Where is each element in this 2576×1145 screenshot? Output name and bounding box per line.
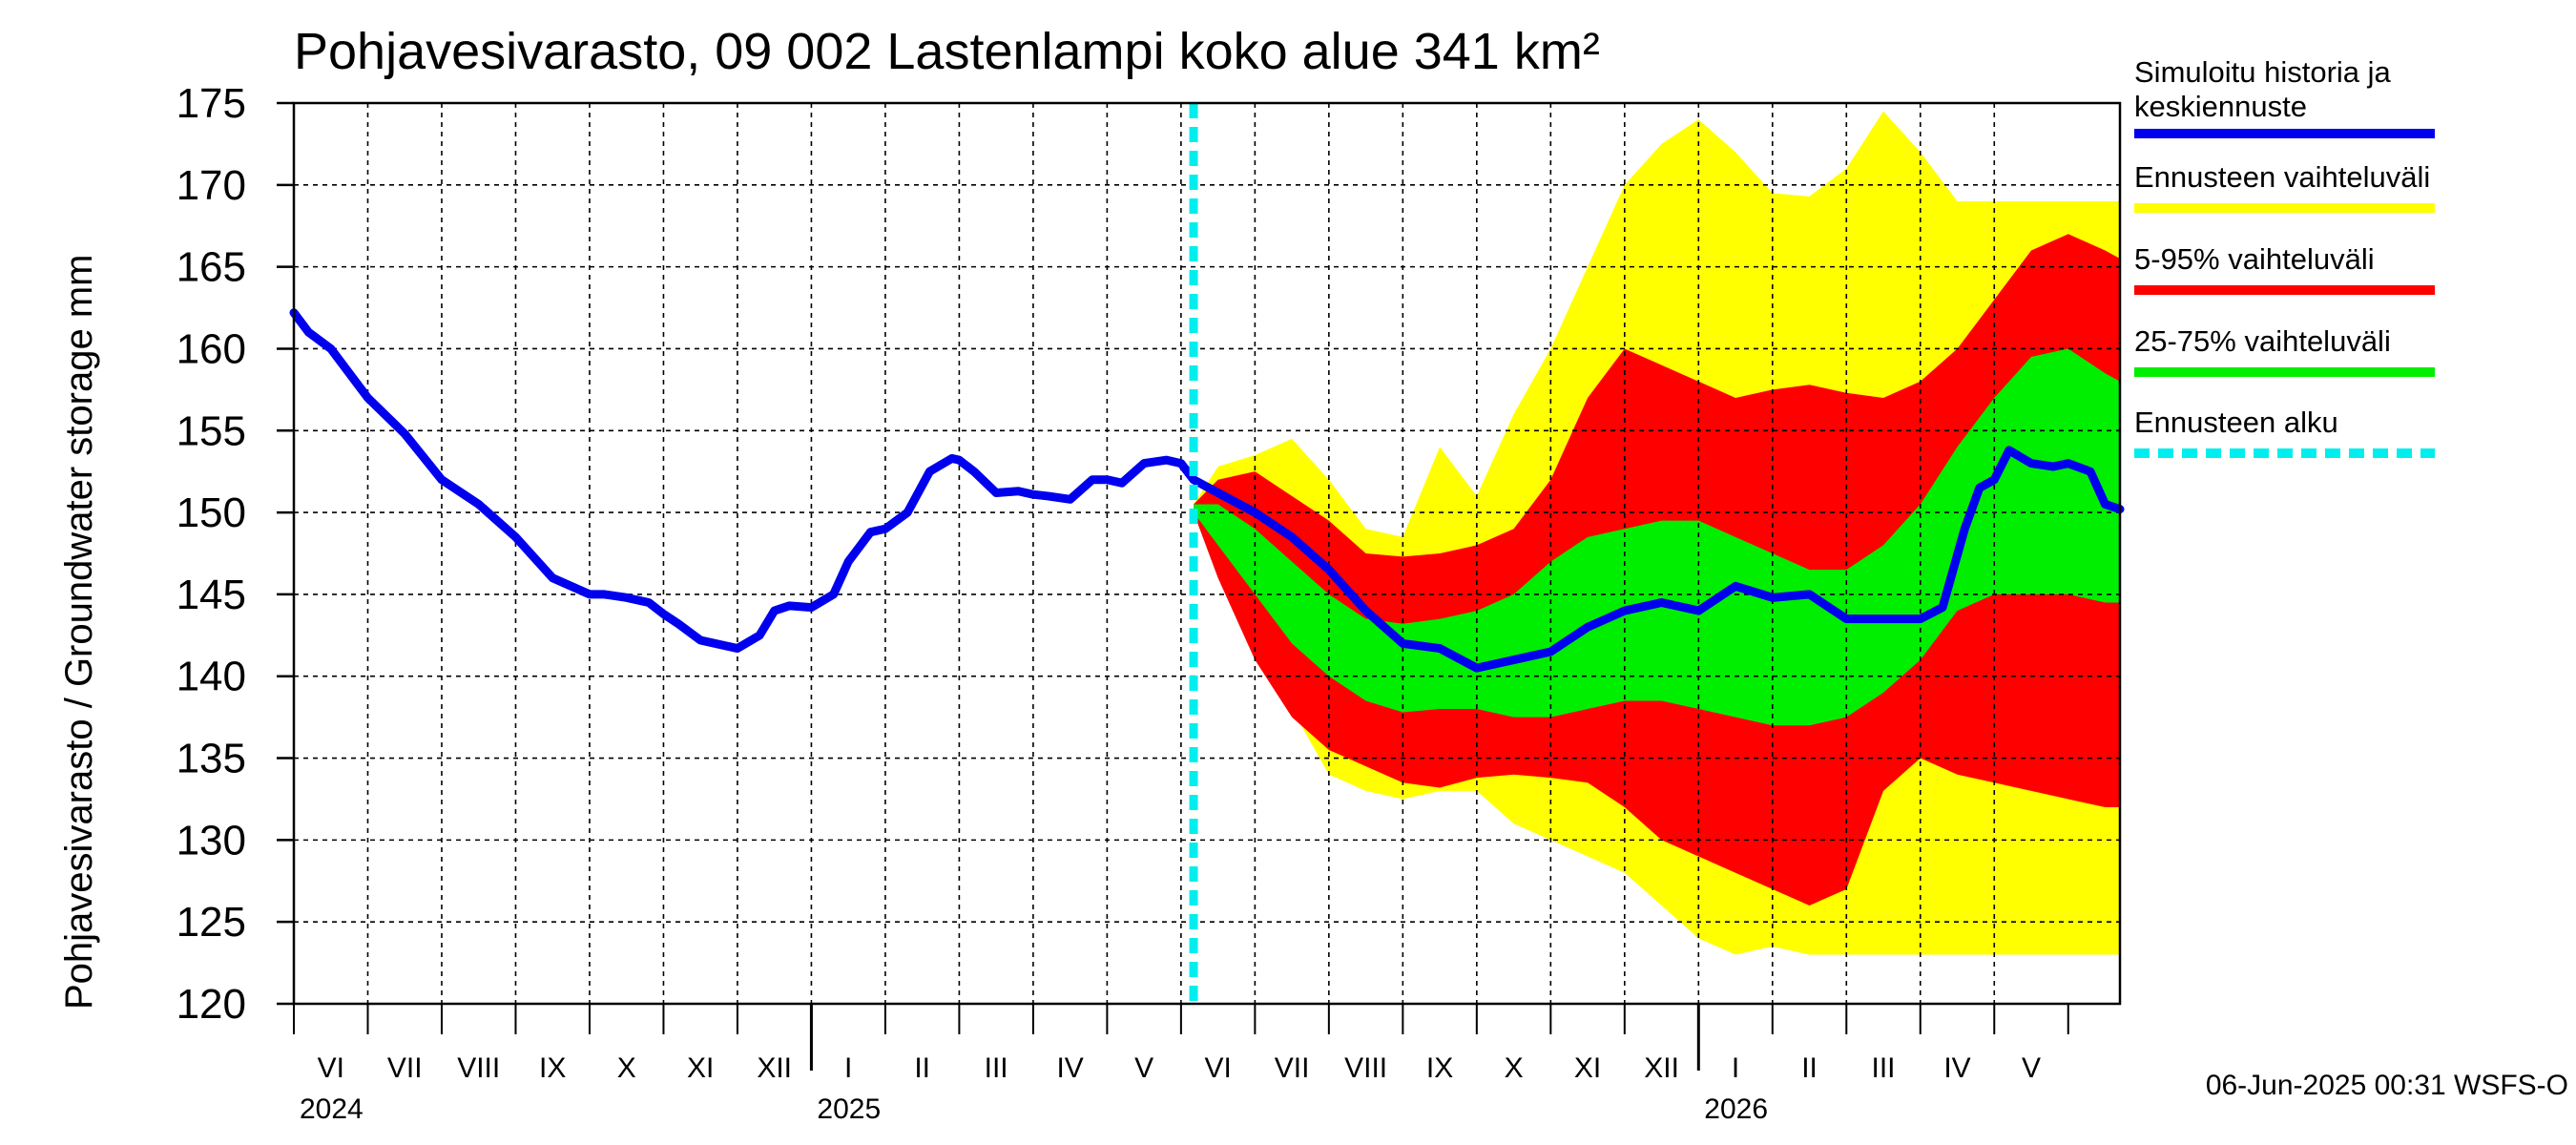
- y-tick-label: 140: [177, 654, 246, 700]
- y-axis: 120 125 130 135 140 145 150 155 160 165 170 175: [177, 80, 294, 1028]
- month-label: III: [985, 1052, 1008, 1084]
- grid-lines: [294, 103, 2120, 1004]
- median-line-group: [289, 308, 2125, 673]
- forecast-bands: [1194, 111, 2120, 955]
- month-label: VI: [1204, 1052, 1231, 1084]
- chart-title: Pohjavesivarasto, 09 002 Lastenlampi kok…: [294, 23, 1600, 80]
- y-tick-label: 165: [177, 244, 246, 291]
- legend-label: Ennusteen vaihteluväli: [2134, 160, 2430, 194]
- y-tick-label: 145: [177, 572, 246, 618]
- month-label: I: [844, 1052, 852, 1084]
- month-label: II: [1801, 1052, 1818, 1084]
- y-tick-label: 150: [177, 489, 246, 536]
- month-label: IX: [1426, 1052, 1453, 1084]
- legend-label: Ennusteen alku: [2134, 406, 2338, 439]
- month-label: X: [617, 1052, 636, 1084]
- year-label: 2025: [817, 1093, 881, 1125]
- month-label: II: [914, 1052, 930, 1084]
- month-label: XII: [757, 1052, 792, 1084]
- year-label: 2026: [1704, 1093, 1768, 1125]
- month-label: VIII: [457, 1052, 500, 1084]
- legend-label: 5-95% vaihteluväli: [2134, 242, 2375, 276]
- y-tick-label: 130: [177, 817, 246, 864]
- month-label: V: [1134, 1052, 1153, 1084]
- timestamp: 06-Jun-2025 00:31 WSFS-O: [2206, 1070, 2568, 1101]
- month-label: VI: [318, 1052, 344, 1084]
- y-tick-label: 120: [177, 981, 246, 1028]
- median-line: [289, 308, 2125, 673]
- plot-frame: [292, 101, 2122, 1006]
- year-label: 2024: [300, 1093, 364, 1125]
- y-axis-label: Pohjavesivarasto / Groundwater storage m…: [58, 255, 100, 1010]
- y-tick-label: 155: [177, 407, 246, 454]
- month-label: VIII: [1344, 1052, 1387, 1084]
- y-tick-label: 175: [177, 80, 246, 127]
- month-label: XI: [1574, 1052, 1601, 1084]
- month-label: IV: [1943, 1052, 1970, 1084]
- month-label: X: [1505, 1052, 1524, 1084]
- legend: Simuloitu historia ja keskiennuste Ennuste…: [2134, 55, 2435, 458]
- legend-label: Simuloitu historia ja keskiennuste: [2134, 55, 2392, 123]
- y-tick-label: 160: [177, 325, 246, 372]
- month-label: VII: [387, 1052, 423, 1084]
- band-25-75: [1194, 348, 2120, 726]
- month-label: V: [2022, 1052, 2041, 1084]
- month-label: IX: [539, 1052, 566, 1084]
- legend-label: 25-75% vaihteluväli: [2134, 324, 2391, 358]
- month-label: I: [1732, 1052, 1739, 1084]
- y-tick-label: 135: [177, 736, 246, 782]
- month-label: XI: [687, 1052, 714, 1084]
- y-tick-label: 170: [177, 162, 246, 209]
- month-label: III: [1872, 1052, 1896, 1084]
- x-axis: VI VII VIII IX X XI XII I II III IV V VI VII VIII IX X XI…: [293, 1004, 2069, 1125]
- y-tick-label: 125: [177, 899, 246, 946]
- month-label: IV: [1056, 1052, 1083, 1084]
- month-label: VII: [1275, 1052, 1310, 1084]
- month-label: XII: [1644, 1052, 1679, 1084]
